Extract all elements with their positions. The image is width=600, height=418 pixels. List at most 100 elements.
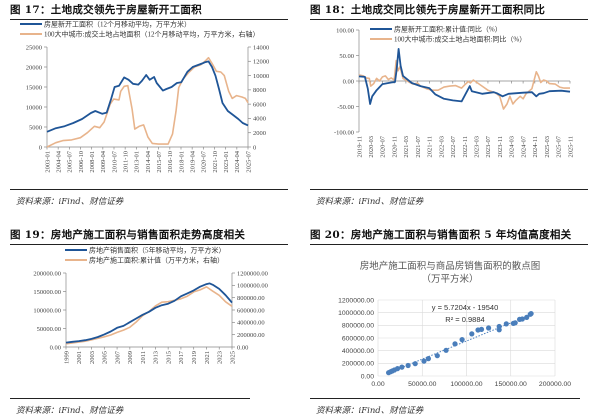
trendline [386,313,534,375]
figure-19-panel: 图 19：房地产施工面积与销售面积走势高度相关 房地产销售面积（5年移动平均，万… [0,225,300,418]
legend-label: 房地产施工面积:累计值（万平方米，右轴） [89,256,224,265]
x-tick-label: 2007 [114,350,121,364]
scatter-point [469,331,475,337]
y-right-tick-label: 800000.00 [237,295,265,302]
y-tick-label: 150000.00 [33,289,61,296]
scatter-point [394,366,401,372]
title-rule [10,244,288,246]
x-tick-label: 2008-01 [89,151,96,173]
x-tick-label: 2022-07 [450,135,457,157]
x-tick-label: 2024-04 [234,150,241,172]
x-tick-label: 2009 [127,351,134,364]
y-tick-label: 20000 [26,64,42,71]
series-line-left [358,59,570,110]
series-line-left [358,48,571,105]
scatter-point [421,358,427,364]
scatter-point [412,361,418,367]
x-tick-label: 2004-04 [55,150,62,172]
scatter-point [459,337,465,343]
x-tick-label: 2021-03 [403,136,410,158]
y-right-tick-label: 1000000.00 [237,283,268,290]
y-right-tick-label: 0 [253,144,256,151]
x-tick-label: 2023-07 [485,135,492,157]
x-tick-label: 2013-01 [134,151,141,173]
x-tick-label: 2018-01 [178,151,185,173]
series-line-left [65,282,233,344]
x-tick-label: 2006-10 [78,151,85,173]
scatter-title: 房地产施工面积与商品房销售面积的散点图 [360,260,541,272]
x-tick-label: 2015 [165,351,172,364]
x-tick-label: 1999 [63,351,70,364]
x-tick-label: 2005-07 [67,150,74,172]
x-tick-label: 2021 [204,351,211,364]
figure-17-title: 图 17：土地成交领先于房屋新开工面积 [10,4,202,16]
legend-label: 100大中城市:成交土地占地面积（12个月移动平均，万平方米，右轴） [44,30,259,39]
source-note: 资料来源：iFind、财信证券 [316,406,424,416]
y-tick-label: 0.00 [343,78,354,85]
x-tick-label: 150000.00 [495,381,527,388]
x-tick-label: 2017 [178,350,185,364]
x-tick-label: 2023-03 [474,136,481,158]
scatter-subtitle: （万平方米） [421,273,478,285]
y-tick-label: 1200000.00 [338,297,374,304]
y-tick-label: 50.00 [339,53,354,60]
y-right-tick-label: 400000.00 [237,320,265,327]
x-tick-label: 2010-07 [111,150,118,172]
y-tick-label: 400000.00 [342,348,374,355]
x-tick-label: 2003 [89,351,96,364]
source-note: 资料来源：iFind、财信证券 [316,197,424,207]
x-tick-label: 2024-03 [509,136,516,158]
series-line-right [65,286,233,345]
x-tick-label: 50000.00 [408,381,437,388]
x-tick-label: 2025-07 [556,135,563,157]
scatter-point [512,320,518,326]
y-right-tick-label: 1200000.00 [237,270,268,277]
x-tick-label: 0.00 [371,381,384,388]
scatter-point [519,316,525,322]
x-tick-label: 2019-11 [356,136,363,157]
x-tick-label: 2020-07 [201,150,208,172]
x-tick-label: 2011 [140,351,147,364]
x-tick-label: 2021-10 [212,151,219,173]
series-line-right [46,56,249,148]
x-tick-label: 2014-04 [145,150,152,172]
x-tick-label: 2015-07 [156,150,163,172]
x-tick-label: 2003-01 [44,151,51,173]
x-tick-label: 2020-11 [391,136,398,157]
x-tick-label: 2019-04 [189,150,196,172]
scatter-point [425,356,431,362]
x-tick-label: 2021-11 [427,136,434,157]
scatter-point [399,364,405,370]
title-rule [310,19,588,21]
y-tick-label: 0.00 [361,373,374,380]
y-tick-label: 50000.00 [37,326,61,333]
y-right-tick-label: 8000 [253,87,266,94]
y-right-tick-label: 14000 [253,44,269,51]
y-tick-label: 200000.00 [342,361,374,368]
y-right-tick-label: 2000 [253,130,266,137]
figure-19-chart: 房地产销售面积（5年移动平均，万平方米）房地产施工面积:累计值（万平方米，右轴）… [33,246,268,364]
y-right-tick-label: 200000.00 [237,332,265,339]
y-tick-label: -50.00 [337,104,354,111]
figure-17-panel: 图 17：土地成交领先于房屋新开工面积 房屋新开工面积（12个月移动平均，万平方… [0,0,300,210]
figure-18-chart: 房屋新开工面积:累计值:同比（%）100大中城市:成交土地占地面积:同比（%） -… [334,25,574,158]
scatter-point [478,326,485,332]
y-tick-label: 1000000.00 [338,310,374,317]
y-right-tick-label: 4000 [253,116,266,123]
x-tick-label: 2021-07 [415,135,422,157]
figure-18-title: 图 18：土地成交同比领先于房屋新开工面积同比 [310,4,546,16]
x-tick-label: 2023-11 [497,136,504,157]
bottom-rule [310,398,580,400]
y-right-tick-label: 0.00 [237,344,248,351]
scatter-point [524,314,530,320]
r-squared-label: R² = 0.9884 [445,315,484,324]
x-tick-label: 2025-03 [544,136,551,158]
legend-label: 100大中城市:成交土地占地面积:同比（%） [394,35,526,44]
figure-17-chart: 房屋新开工面积（12个月移动平均，万平方米）100大中城市:成交土地占地面积（1… [20,20,269,173]
y-tick-label: 10000 [26,104,42,111]
x-tick-label: 2024-11 [532,136,539,157]
y-tick-label: 0 [39,144,42,151]
figure-18-panel: 图 18：土地成交同比领先于房屋新开工面积同比 房屋新开工面积:累计值:同比（%… [300,0,600,210]
source-note: 资料来源：iFind、财信证券 [16,197,124,207]
scatter-point [528,311,534,317]
